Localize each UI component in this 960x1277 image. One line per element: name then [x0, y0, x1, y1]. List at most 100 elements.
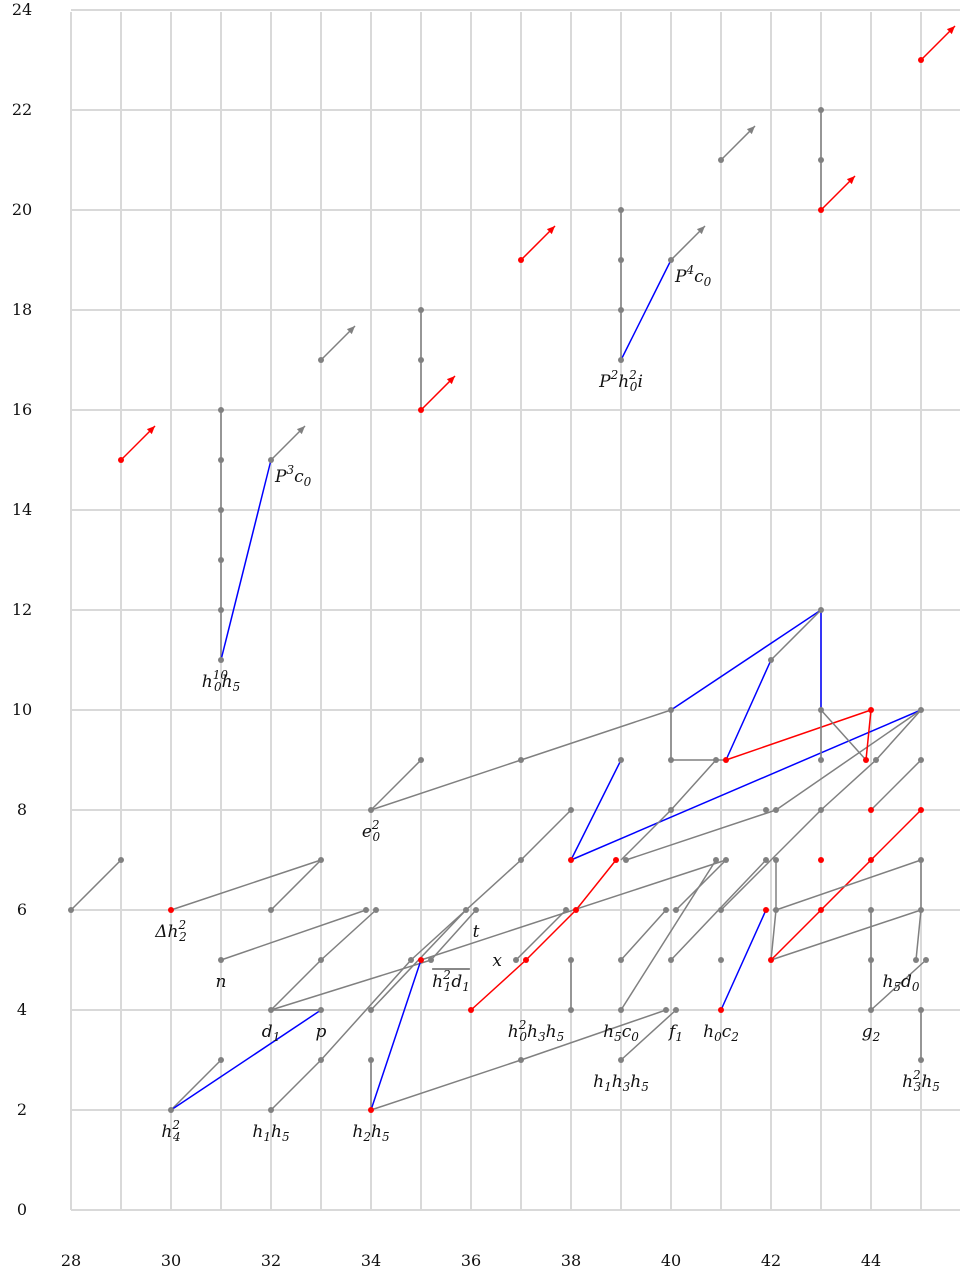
- arrows: [120, 25, 956, 461]
- point-gray: [318, 357, 324, 363]
- segment-blue: [670, 609, 822, 711]
- point-red: [418, 407, 424, 413]
- segment-blue: [620, 259, 672, 361]
- point-red: [818, 207, 824, 213]
- point-gray: [773, 807, 779, 813]
- segment-gray: [820, 709, 867, 761]
- y-tick-label: 24: [12, 0, 32, 19]
- point-gray: [918, 1057, 924, 1063]
- point-label: x: [492, 951, 502, 971]
- arrow-red: [820, 175, 856, 211]
- point-red: [418, 957, 424, 963]
- point-red: [868, 807, 874, 813]
- y-tick-label: 2: [17, 1100, 27, 1119]
- point-gray: [818, 707, 824, 713]
- point-gray: [618, 257, 624, 263]
- point-gray: [513, 957, 519, 963]
- segment-gray: [320, 909, 377, 961]
- arrow-red: [420, 375, 456, 411]
- segment-gray: [270, 959, 432, 1011]
- point-gray: [663, 1007, 669, 1013]
- point-gray: [868, 1007, 874, 1013]
- segment-gray: [270, 859, 322, 911]
- segment-gray: [370, 1059, 522, 1111]
- y-tick-label: 0: [17, 1200, 27, 1219]
- x-tick-label: 32: [261, 1251, 281, 1270]
- segment-gray: [370, 759, 522, 811]
- point-gray: [718, 157, 724, 163]
- point-label: g2: [862, 1022, 881, 1044]
- segment-blue: [725, 659, 772, 761]
- segment-gray: [820, 759, 877, 811]
- point-gray: [918, 1007, 924, 1013]
- point-gray: [718, 907, 724, 913]
- y-tick-label: 14: [12, 500, 32, 519]
- point-red: [723, 757, 729, 763]
- point-gray: [818, 607, 824, 613]
- point-gray: [68, 907, 74, 913]
- x-tick-label: 42: [761, 1251, 781, 1270]
- point-gray: [318, 1007, 324, 1013]
- segment-red: [725, 709, 872, 761]
- segment-blue: [370, 959, 422, 1111]
- point-gray: [918, 907, 924, 913]
- points: [68, 57, 929, 1113]
- point-red: [918, 57, 924, 63]
- point-gray: [568, 807, 574, 813]
- point-gray: [368, 1007, 374, 1013]
- segment-gray: [170, 859, 322, 911]
- point-gray: [218, 507, 224, 513]
- segment-gray: [515, 909, 567, 961]
- point-gray: [618, 1007, 624, 1013]
- segment-gray: [870, 759, 922, 811]
- point-gray: [913, 957, 919, 963]
- point-red: [818, 857, 824, 863]
- point-gray: [673, 907, 679, 913]
- point-gray: [623, 857, 629, 863]
- arrowhead-red: [946, 26, 955, 35]
- arrowhead-gray: [346, 326, 355, 335]
- segment-red: [820, 859, 872, 911]
- point-gray: [723, 857, 729, 863]
- point-label: h2h5: [352, 1122, 389, 1144]
- point-label: h5d0: [882, 972, 919, 994]
- point-red: [118, 457, 124, 463]
- point-gray: [818, 157, 824, 163]
- point-red: [863, 757, 869, 763]
- point-gray: [218, 457, 224, 463]
- point-gray: [318, 957, 324, 963]
- segment-gray: [915, 909, 922, 961]
- segment-blue: [720, 909, 767, 1011]
- segment-gray: [625, 809, 777, 861]
- arrow-gray: [320, 325, 356, 361]
- segment-gray: [675, 859, 727, 911]
- point-red: [468, 1007, 474, 1013]
- point-gray: [418, 307, 424, 313]
- segment-gray: [370, 759, 422, 811]
- point-gray: [363, 907, 369, 913]
- arrow-red: [120, 425, 156, 461]
- point-label: P4c0: [674, 263, 712, 289]
- point-gray: [818, 107, 824, 113]
- y-tick-label: 6: [17, 900, 27, 919]
- point-gray: [868, 907, 874, 913]
- point-gray: [763, 857, 769, 863]
- segment-red: [870, 809, 922, 861]
- point-gray: [268, 907, 274, 913]
- arrow-gray: [670, 225, 706, 261]
- segment-red: [865, 709, 872, 761]
- point-label: h10 0h5: [202, 668, 240, 694]
- arrowhead-red: [446, 376, 455, 385]
- point-gray: [463, 907, 469, 913]
- point-gray: [218, 657, 224, 663]
- point-label: d1: [262, 1022, 281, 1044]
- point-gray: [268, 1007, 274, 1013]
- segment-gray: [770, 909, 777, 961]
- segment-red: [575, 859, 617, 911]
- point-gray: [918, 857, 924, 863]
- segment-gray: [520, 1009, 667, 1061]
- point-label: h5c0: [603, 1022, 639, 1044]
- segment-gray: [620, 909, 667, 961]
- point-label: t: [473, 922, 480, 942]
